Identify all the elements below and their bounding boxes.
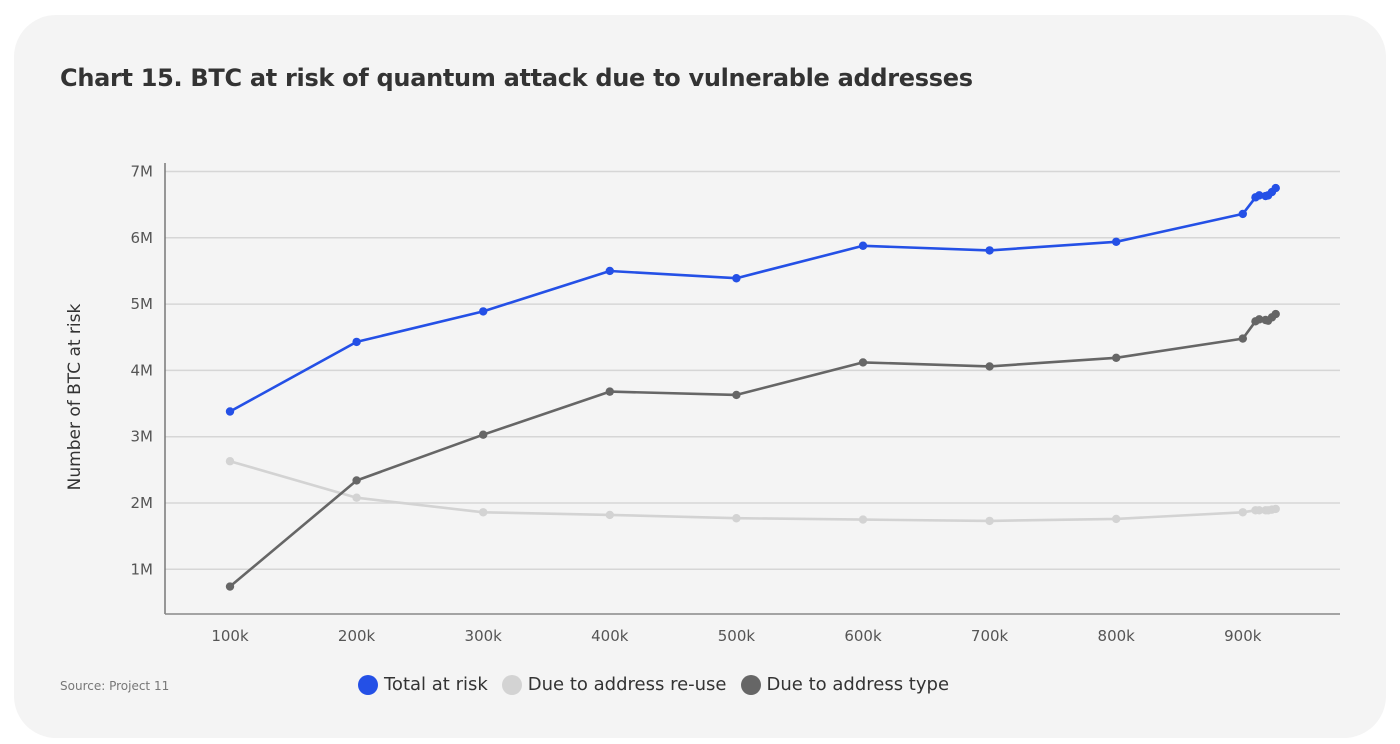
x-tick-label: 200k (338, 627, 376, 645)
x-tick-label: 900k (1224, 627, 1262, 645)
data-point (352, 476, 361, 485)
y-tick-label: 1M (131, 560, 154, 578)
data-point (1238, 334, 1248, 343)
data-point (479, 307, 488, 316)
data-point (732, 274, 741, 283)
source-note: Source: Project 11 (60, 679, 170, 693)
data-point (1112, 514, 1121, 524)
data-point (479, 430, 488, 439)
series-total-at-risk (225, 183, 1280, 416)
series-due-to-address-type (225, 309, 1280, 591)
legend-swatch-type (740, 674, 761, 695)
data-point (985, 246, 994, 255)
data-point (732, 390, 741, 400)
y-axis-ticks: 1M 2M 3M 4M 5M 6M 7M (131, 163, 154, 579)
legend-item-total: Total at risk (358, 674, 488, 695)
data-point (1271, 183, 1280, 193)
x-axis-ticks: 100k 200k 300k 400k 500k 600k 700k 800k 900k (211, 627, 1261, 645)
data-point (605, 266, 614, 276)
data-point (985, 362, 994, 371)
data-point (605, 387, 614, 396)
x-tick-label: 300k (465, 627, 503, 645)
data-point (1238, 209, 1248, 219)
legend-item-reuse: Due to address re-use (501, 674, 727, 695)
series-group (225, 183, 1280, 591)
legend: Total at risk Due to address re-use Due … (358, 674, 963, 695)
data-point (1255, 506, 1264, 515)
x-tick-label: 800k (1098, 627, 1136, 645)
y-tick-label: 2M (131, 494, 154, 512)
chart-title: Chart 15. BTC at risk of quantum attack … (60, 64, 973, 92)
data-point (352, 493, 361, 502)
data-point (225, 457, 235, 466)
legend-label-total: Total at risk (384, 674, 488, 695)
legend-swatch-total (358, 674, 378, 695)
legend-label-reuse: Due to address re-use (527, 674, 727, 695)
data-point (1112, 353, 1121, 363)
data-point (225, 582, 235, 591)
data-point (605, 510, 614, 520)
data-point (858, 358, 868, 367)
data-point (225, 407, 235, 416)
data-point (1112, 237, 1121, 246)
y-axis-label: Number of BTC at risk (65, 303, 85, 490)
data-point (1271, 309, 1280, 319)
data-point (1238, 508, 1248, 517)
legend-item-type: Due to address type (740, 674, 950, 695)
series-due-to-address-re-use (225, 457, 1280, 526)
y-tick-label: 7M (131, 163, 154, 181)
data-point (858, 515, 868, 524)
y-tick-label: 6M (131, 229, 154, 247)
data-point (985, 516, 994, 526)
data-point (352, 337, 361, 347)
axes (164, 163, 1340, 615)
y-tick-label: 4M (131, 361, 154, 379)
gridlines (165, 170, 1340, 571)
series-line (229, 187, 1277, 413)
legend-swatch-reuse (501, 674, 522, 695)
x-tick-label: 700k (971, 627, 1009, 645)
y-tick-label: 3M (131, 428, 154, 446)
chart-card (14, 15, 1386, 738)
x-tick-label: 500k (718, 627, 756, 645)
data-point (1255, 315, 1264, 324)
data-point (479, 508, 488, 517)
data-point (732, 514, 741, 523)
data-point (1255, 191, 1264, 200)
x-tick-label: 100k (211, 627, 249, 645)
x-tick-label: 400k (591, 627, 629, 645)
legend-label-type: Due to address type (766, 674, 950, 695)
data-point (1271, 504, 1280, 514)
y-tick-label: 5M (131, 295, 154, 313)
x-tick-label: 600k (844, 627, 882, 645)
data-point (858, 241, 868, 250)
